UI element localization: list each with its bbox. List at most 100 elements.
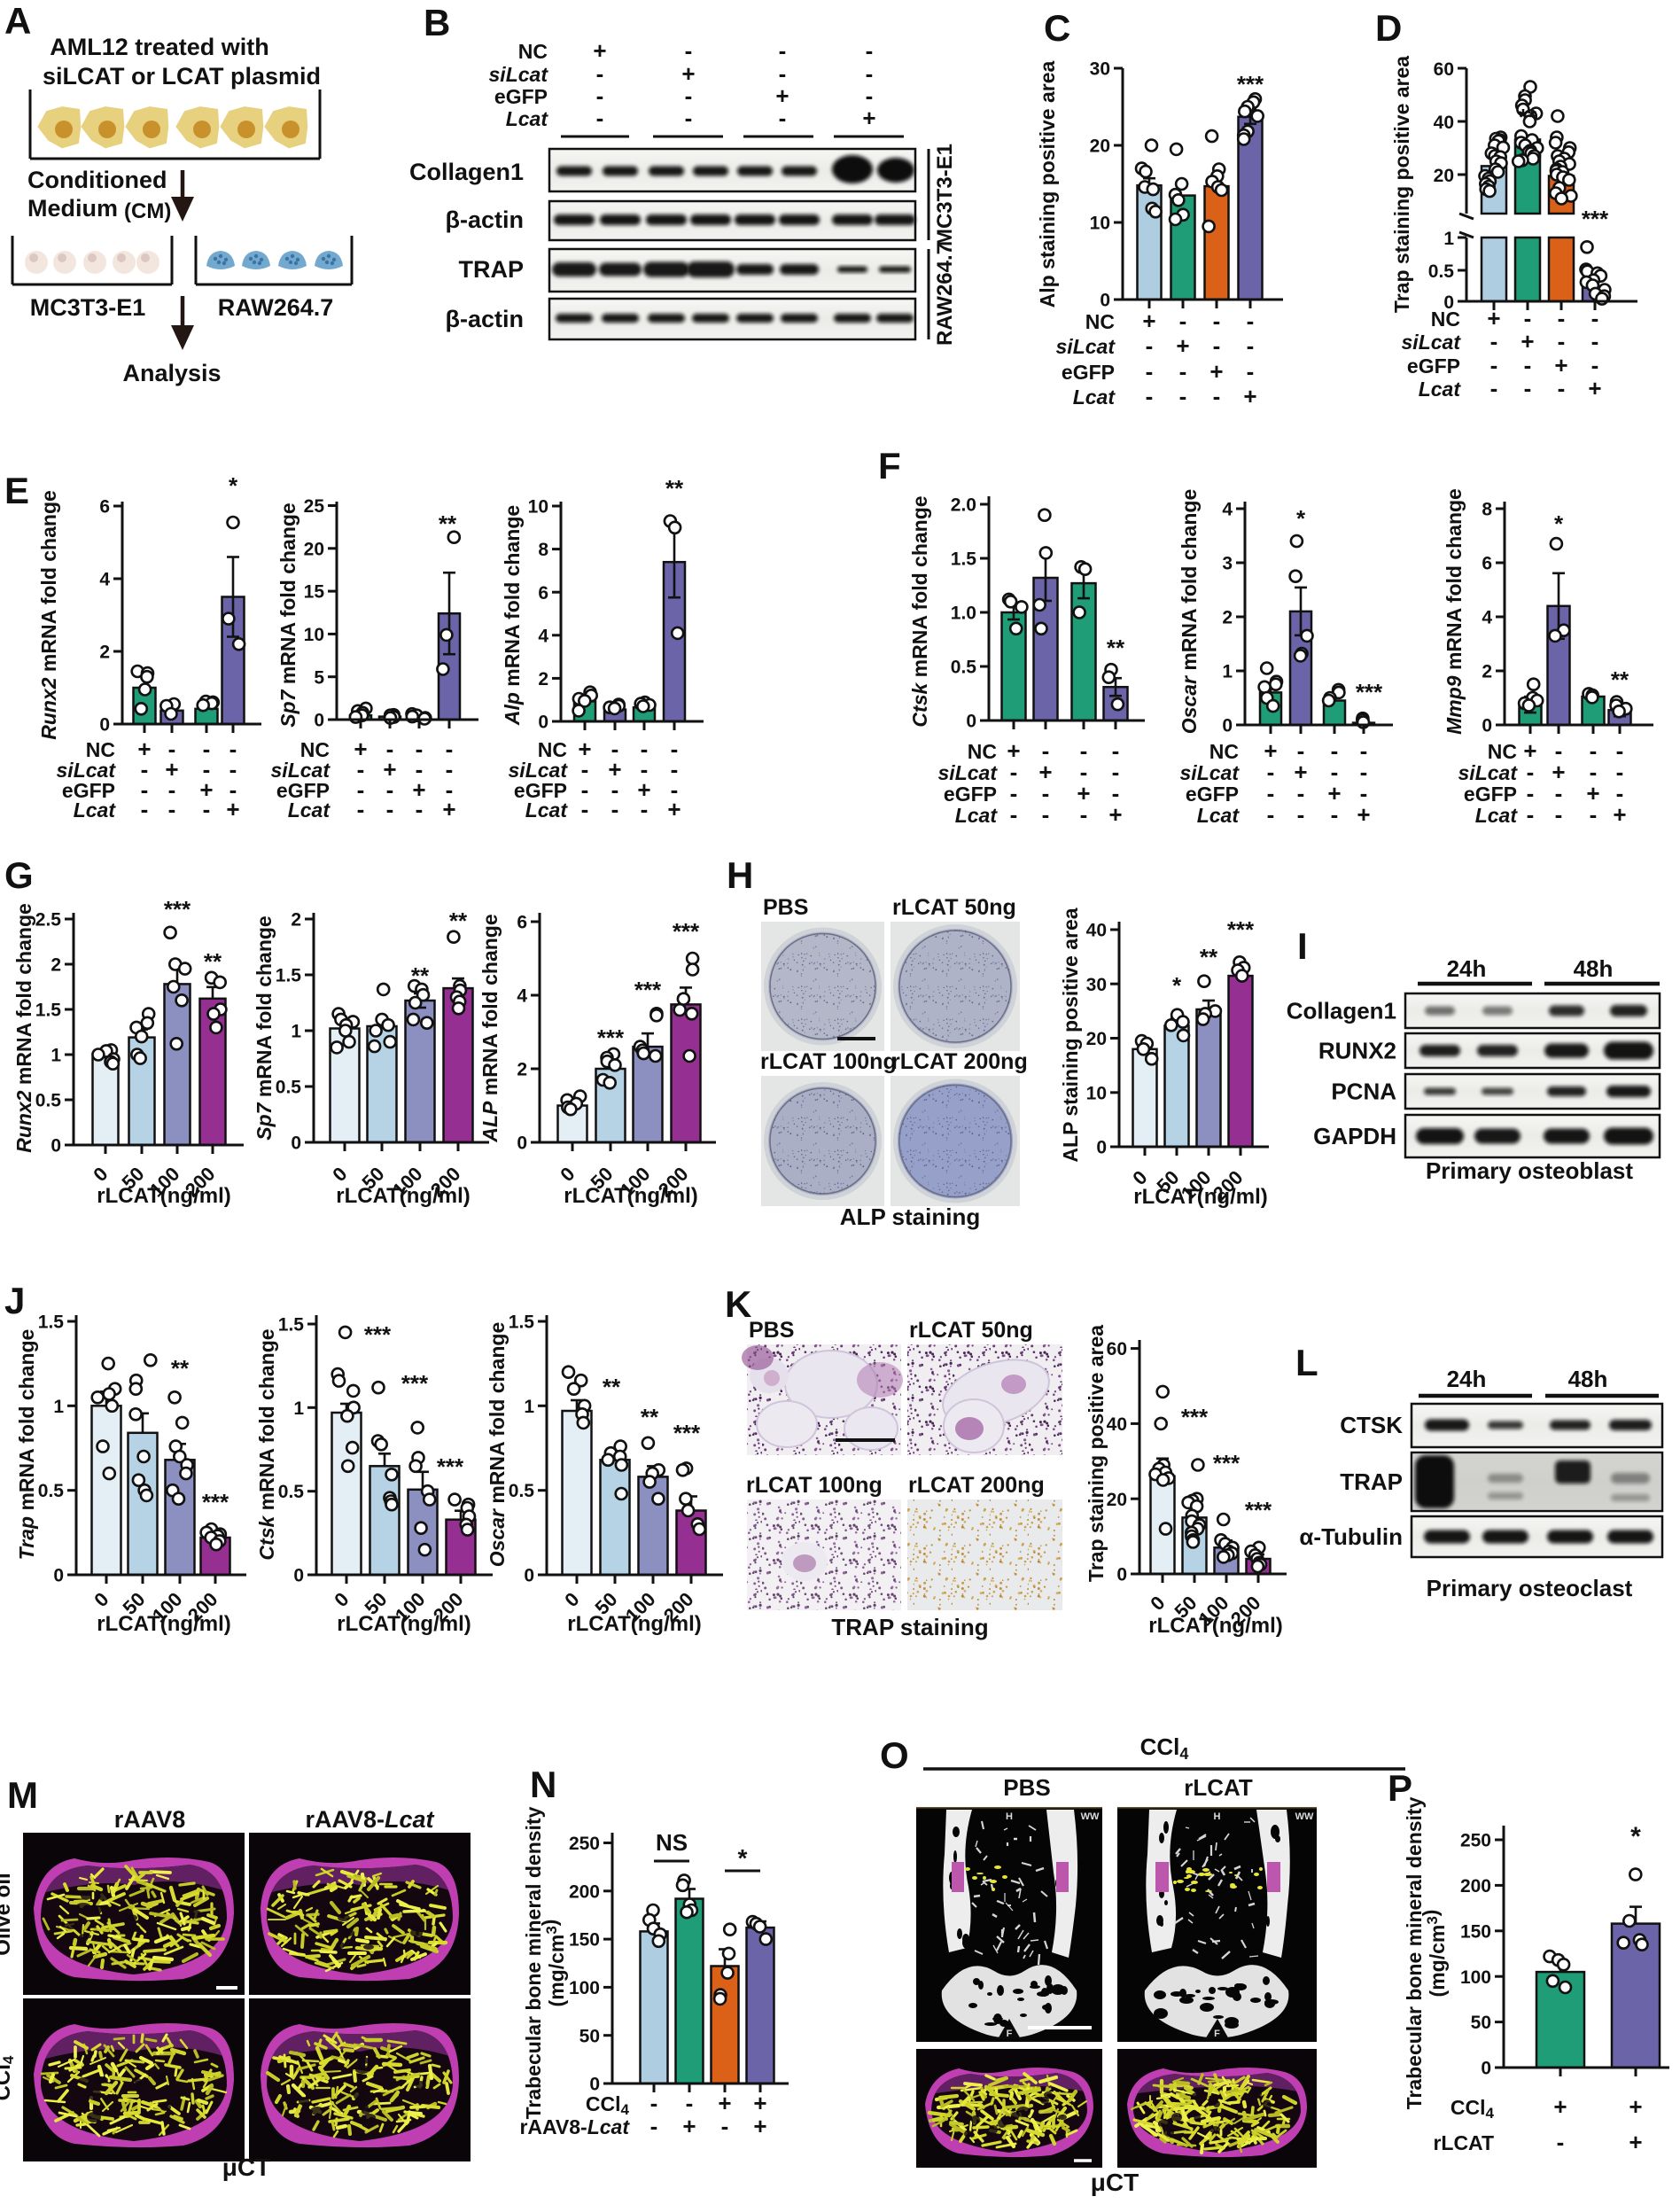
svg-text:**: ** xyxy=(204,948,222,975)
svg-text:-: - xyxy=(1297,801,1305,828)
svg-text:40: 40 xyxy=(1107,1414,1127,1435)
svg-text:-: - xyxy=(1247,308,1255,334)
svg-text:eGFP: eGFP xyxy=(276,779,330,802)
svg-text:rLCAT(ng/ml): rLCAT(ng/ml) xyxy=(567,1612,702,1636)
svg-text:-: - xyxy=(721,2113,729,2139)
svg-text:-: - xyxy=(1267,780,1275,806)
svg-text:2: 2 xyxy=(1482,662,1492,682)
svg-text:F: F xyxy=(1007,2029,1013,2039)
svg-text:***: *** xyxy=(1227,916,1255,943)
svg-text:+: + xyxy=(578,736,591,762)
svg-text:-: - xyxy=(581,756,589,783)
svg-text:TRAP: TRAP xyxy=(459,256,525,283)
svg-text:1.5: 1.5 xyxy=(38,1312,65,1333)
svg-text:α-Tubulin: α-Tubulin xyxy=(1299,1523,1403,1550)
svg-text:eGFP: eGFP xyxy=(514,779,567,802)
svg-text:+: + xyxy=(667,796,681,822)
svg-text:0: 0 xyxy=(89,1163,112,1186)
svg-text:+: + xyxy=(1613,801,1626,828)
svg-text:NC: NC xyxy=(518,40,548,63)
svg-text:GAPDH: GAPDH xyxy=(1313,1123,1396,1149)
svg-text:***: *** xyxy=(364,1321,392,1348)
svg-text:4: 4 xyxy=(1222,500,1233,520)
svg-text:-: - xyxy=(1555,737,1563,764)
svg-text:20: 20 xyxy=(1107,1490,1127,1510)
svg-text:**: ** xyxy=(1107,635,1125,661)
svg-text:2: 2 xyxy=(99,643,110,663)
svg-text:4: 4 xyxy=(99,570,110,590)
svg-text:rAAV8: rAAV8 xyxy=(114,1806,186,1833)
svg-text:A: A xyxy=(4,0,31,42)
svg-text:rLCAT 50ng: rLCAT 50ng xyxy=(892,895,1016,920)
svg-text:+: + xyxy=(354,736,367,762)
svg-text:+: + xyxy=(442,796,455,822)
svg-text:Runx2 mRNA fold change: Runx2 mRNA fold change xyxy=(37,490,60,740)
svg-text:-: - xyxy=(446,756,454,783)
svg-text:0.5: 0.5 xyxy=(35,1091,62,1111)
svg-text:-: - xyxy=(1267,759,1275,785)
svg-text:Olive oil: Olive oil xyxy=(0,1873,15,1955)
svg-text:+: + xyxy=(1487,305,1500,331)
svg-text:-: - xyxy=(596,82,604,109)
svg-text:+: + xyxy=(1243,383,1256,409)
svg-text:-: - xyxy=(386,736,394,762)
svg-text:TRAP: TRAP xyxy=(1340,1468,1403,1495)
svg-text:-: - xyxy=(1146,332,1154,359)
svg-text:TRAP staining: TRAP staining xyxy=(831,1614,988,1640)
svg-text:***: *** xyxy=(437,1453,464,1480)
svg-text:-: - xyxy=(1247,358,1255,385)
svg-text:-: - xyxy=(1527,801,1535,828)
svg-text:-: - xyxy=(1042,780,1050,806)
svg-text:ALP staining positive area: ALP staining positive area xyxy=(1059,907,1082,1162)
svg-text:-: - xyxy=(1590,737,1598,764)
svg-text:+: + xyxy=(412,776,425,803)
svg-text:0: 0 xyxy=(99,715,110,736)
svg-text:-: - xyxy=(1297,780,1305,806)
svg-text:eGFP: eGFP xyxy=(1464,783,1517,806)
svg-text:-: - xyxy=(1524,352,1532,378)
svg-text:-: - xyxy=(1616,759,1624,785)
svg-text:+: + xyxy=(1554,352,1567,378)
svg-text:Collagen1: Collagen1 xyxy=(1287,998,1396,1024)
svg-text:-: - xyxy=(1590,759,1598,785)
svg-text:20: 20 xyxy=(1086,1029,1107,1049)
svg-text:rLCAT(ng/ml): rLCAT(ng/ml) xyxy=(97,1612,231,1636)
svg-text:0: 0 xyxy=(53,1566,64,1586)
svg-text:WW: WW xyxy=(1081,1811,1100,1822)
svg-text:-: - xyxy=(1555,780,1563,806)
svg-text:***: *** xyxy=(164,896,191,923)
svg-text:-: - xyxy=(596,60,604,87)
svg-text:-: - xyxy=(1360,737,1368,764)
svg-text:-: - xyxy=(386,796,394,822)
svg-text:**: ** xyxy=(603,1374,621,1400)
svg-text:-: - xyxy=(141,796,149,822)
svg-text:H: H xyxy=(727,854,753,896)
svg-text:+: + xyxy=(383,756,396,783)
svg-text:eGFP: eGFP xyxy=(944,783,997,806)
svg-text:0: 0 xyxy=(314,711,324,731)
svg-text:-: - xyxy=(1042,737,1050,764)
svg-text:F: F xyxy=(1214,2029,1220,2039)
svg-text:G: G xyxy=(4,854,34,896)
svg-text:CCl4: CCl4 xyxy=(1140,1733,1189,1763)
svg-text:Trabecular bone mineral densit: Trabecular bone mineral density xyxy=(522,1806,545,2119)
svg-text:Trap staining positive area: Trap staining positive area xyxy=(1085,1325,1108,1582)
svg-text:4: 4 xyxy=(538,626,548,646)
svg-text:*: * xyxy=(1554,510,1564,537)
svg-text:1.5: 1.5 xyxy=(35,1001,62,1021)
svg-text:***: *** xyxy=(1237,71,1264,97)
svg-text:-: - xyxy=(1179,358,1187,385)
svg-text:-: - xyxy=(611,736,619,762)
svg-text:-: - xyxy=(1146,383,1154,409)
svg-text:0.5: 0.5 xyxy=(38,1481,65,1501)
svg-text:0: 0 xyxy=(1146,1592,1169,1615)
svg-text:*: * xyxy=(1630,1822,1641,1851)
svg-text:-: - xyxy=(1042,801,1050,828)
svg-text:-: - xyxy=(1331,759,1339,785)
svg-text:1.5: 1.5 xyxy=(509,1312,535,1333)
svg-text:24h: 24h xyxy=(1447,1366,1487,1392)
svg-text:1.5: 1.5 xyxy=(278,1315,305,1336)
svg-text:-: - xyxy=(671,756,679,783)
svg-text:NC: NC xyxy=(538,738,567,761)
svg-text:-: - xyxy=(641,796,649,822)
